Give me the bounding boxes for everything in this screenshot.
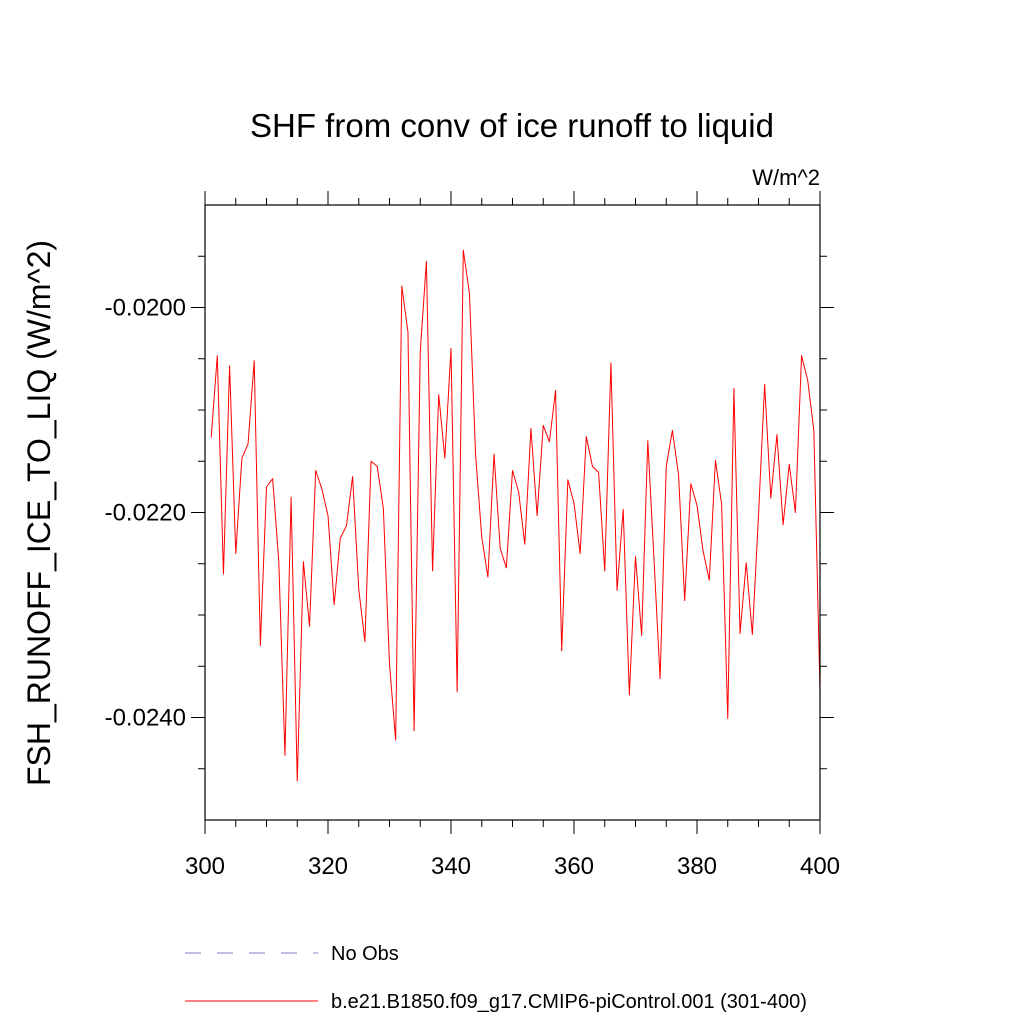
legend-label-control-run: b.e21.B1850.f09_g17.CMIP6-piControl.001 …	[331, 991, 807, 1013]
y-tick-label: -0.0200	[105, 295, 186, 322]
x-tick-label: 380	[677, 853, 717, 880]
chart-title: SHF from conv of ice runoff to liquid	[250, 107, 774, 144]
series-layer	[210, 249, 821, 782]
legend-label-no-obs: No Obs	[331, 943, 399, 965]
units-label: W/m^2	[752, 165, 820, 190]
x-tick-label: 400	[800, 853, 840, 880]
y-axis-label: FSH_RUNOFF_ICE_TO_LIQ (W/m^2)	[21, 240, 57, 786]
x-tick-label: 360	[554, 853, 594, 880]
tick-labels: 300 320 340 360 380 400 -0.0240 -0.0220 -0.0200	[105, 295, 840, 881]
y-tick-label: -0.0240	[105, 705, 186, 732]
x-tick-label: 320	[308, 853, 348, 880]
x-tick-label: 340	[431, 853, 471, 880]
series-line	[210, 249, 821, 782]
tick-marks	[191, 191, 834, 834]
legend: No Obs b.e21.B1850.f09_g17.CMIP6-piContr…	[185, 943, 807, 1013]
x-tick-label: 300	[185, 853, 225, 880]
plot-frame	[204, 204, 821, 821]
y-tick-label: -0.0220	[105, 500, 186, 527]
